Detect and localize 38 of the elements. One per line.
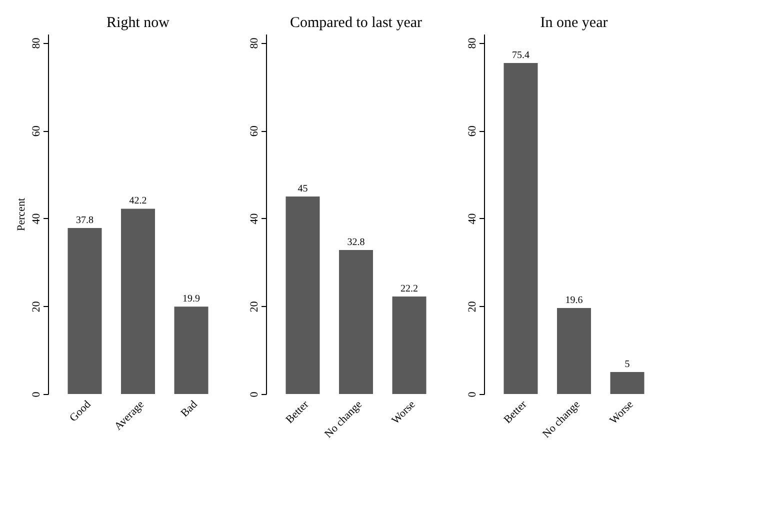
data-label: 22.2 — [400, 284, 418, 295]
y-tick-label: 0 — [248, 391, 260, 398]
bar — [610, 372, 644, 394]
y-tick-label: 20 — [466, 300, 478, 312]
bar — [68, 228, 102, 394]
y-tick-label: 80 — [248, 37, 260, 49]
y-tick-label: 60 — [248, 125, 260, 137]
data-label: 19.6 — [565, 294, 583, 306]
data-label: 32.8 — [347, 237, 365, 248]
chart-title: Compared to last year — [290, 15, 422, 31]
bar — [121, 208, 155, 394]
y-tick-label: 40 — [30, 212, 42, 224]
y-tick-label: 40 — [466, 212, 478, 224]
data-label: 37.8 — [76, 215, 94, 226]
bar — [339, 250, 373, 394]
bar — [504, 62, 538, 394]
bar — [286, 196, 320, 394]
y-axis-title: Percent — [16, 198, 28, 231]
bar — [174, 306, 208, 394]
y-tick-label: 20 — [248, 300, 260, 312]
data-label: 19.9 — [182, 294, 200, 305]
bar — [392, 296, 426, 394]
y-tick-label: 0 — [466, 391, 478, 398]
data-label: 45 — [298, 183, 308, 194]
y-tick-label: 60 — [30, 125, 42, 137]
y-tick-label: 40 — [248, 212, 260, 224]
y-tick-label: 60 — [466, 125, 478, 137]
x-tick-label: Bad — [178, 398, 200, 420]
y-tick-label: 0 — [30, 391, 42, 398]
chart-title: In one year — [540, 15, 608, 31]
data-label: 42.2 — [129, 196, 147, 207]
y-tick-label: 80 — [30, 37, 42, 49]
data-label: 75.4 — [512, 50, 530, 61]
chart-title: Right now — [106, 15, 170, 31]
data-label: 5 — [624, 359, 630, 370]
bar — [557, 308, 591, 394]
y-tick-label: 20 — [30, 300, 42, 312]
y-tick-label: 80 — [466, 37, 478, 49]
